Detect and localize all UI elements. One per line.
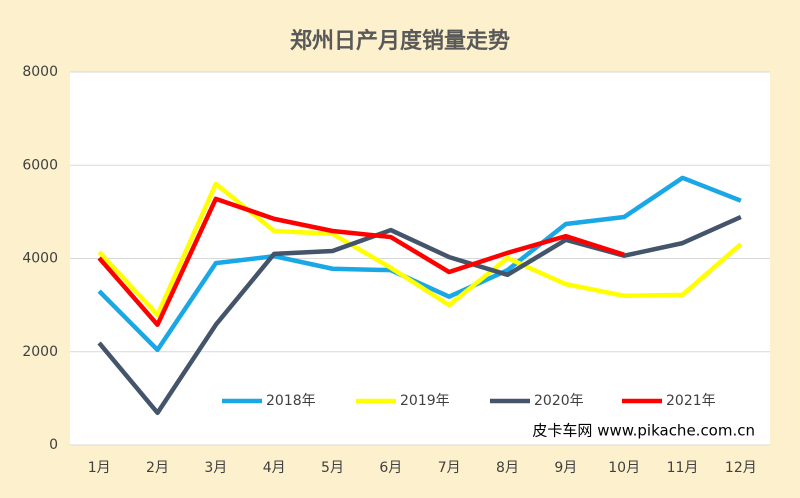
x-tick-label: 4月: [263, 460, 286, 476]
annotation: 皮卡车网 www.pikache.com.cn: [532, 422, 755, 440]
legend-label: 2019年: [400, 393, 450, 409]
y-tick-label: 4000: [22, 251, 58, 267]
series-line: [97, 196, 625, 327]
x-tick-label: 5月: [321, 460, 344, 476]
y-tick-label: 2000: [22, 344, 58, 360]
series-line: [97, 214, 742, 416]
legend-label: 2021年: [666, 393, 716, 409]
x-tick-label: 2月: [146, 460, 169, 476]
x-tick-label: 12月: [725, 460, 757, 476]
y-tick-label: 0: [49, 437, 58, 453]
x-tick-label: 3月: [204, 460, 227, 476]
x-tick-label: 8月: [496, 460, 519, 476]
x-tick-label: 11月: [667, 460, 699, 476]
legend-label: 2020年: [534, 393, 584, 409]
series-line: [97, 175, 742, 353]
x-tick-label: 6月: [379, 460, 402, 476]
chart-title: 郑州日产月度销量走势: [290, 28, 510, 54]
x-tick-label: 9月: [554, 460, 577, 476]
y-tick-label: 8000: [22, 64, 58, 80]
y-tick-label: 6000: [22, 157, 58, 173]
legend-label: 2018年: [266, 393, 316, 409]
x-tick-label: 10月: [608, 460, 640, 476]
x-tick-label: 1月: [88, 460, 111, 476]
series-line: [97, 181, 743, 318]
x-tick-label: 7月: [438, 460, 461, 476]
